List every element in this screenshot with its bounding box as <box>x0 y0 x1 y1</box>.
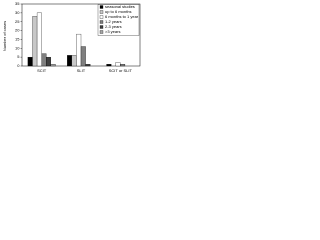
bar <box>41 53 47 67</box>
y-tick-label: 35 <box>15 1 20 6</box>
bar <box>71 55 77 67</box>
legend-label: 2-3 years <box>105 24 122 29</box>
y-axis-label: Number of cases <box>2 21 7 51</box>
y-tick-label: 0 <box>17 63 20 68</box>
legend-label: 6 months to 1 year <box>105 14 139 19</box>
legend-box <box>97 4 140 36</box>
bar <box>115 62 121 67</box>
bar <box>67 55 72 67</box>
y-tick-label: 30 <box>15 10 20 15</box>
bar <box>85 64 91 67</box>
bar <box>32 16 38 67</box>
bar <box>50 64 56 67</box>
legend-swatch <box>99 5 104 9</box>
legend-label: 1-2 years <box>105 19 122 24</box>
bar <box>46 56 51 67</box>
bar <box>36 12 42 67</box>
x-tick-label: SCIT <box>37 68 47 73</box>
bar <box>106 64 112 67</box>
legend-label: up to 6 months <box>105 9 131 14</box>
legend-label: seasonal studies <box>105 4 135 9</box>
x-tick-label: SLIT <box>77 68 86 73</box>
legend-label: >3 years <box>105 29 120 34</box>
legend-swatch <box>99 25 104 29</box>
bar <box>120 64 126 67</box>
x-tick-label: SCIT or SLIT <box>109 68 133 73</box>
y-tick-label: 25 <box>15 19 20 24</box>
y-tick-label: 10 <box>15 45 20 50</box>
bar <box>80 46 86 67</box>
legend-swatch <box>99 30 104 34</box>
bar <box>76 33 82 67</box>
y-tick-label: 20 <box>15 28 20 33</box>
y-tick-label: 15 <box>15 36 20 41</box>
bar <box>27 56 33 67</box>
legend-swatch <box>99 15 104 19</box>
y-tick-label: 5 <box>17 54 20 59</box>
chart: Number of cases 0 5 10 15 20 25 30 35 SCIT SLIT SC… <box>2 1 141 73</box>
legend-swatch <box>99 10 104 14</box>
legend-swatch <box>99 20 104 24</box>
